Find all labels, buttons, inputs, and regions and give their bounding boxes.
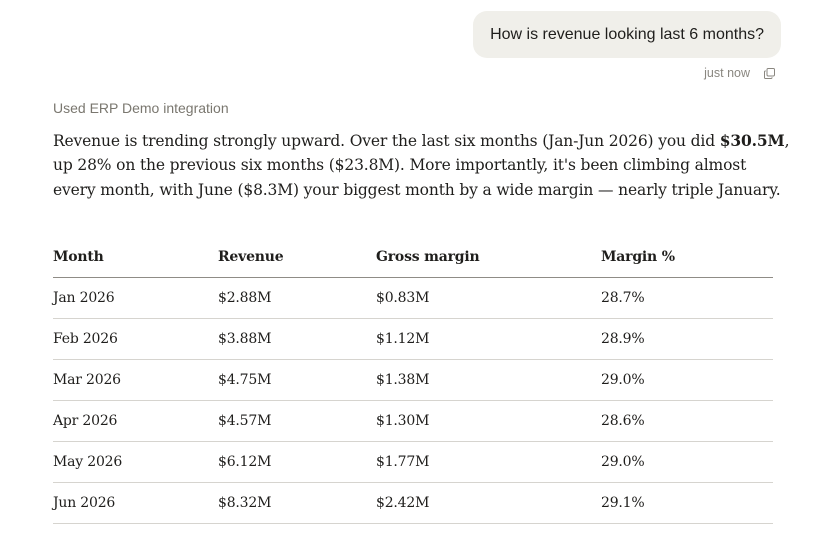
table-row: Jan 2026 $2.88M $0.83M 28.7%	[53, 277, 773, 319]
cell-revenue: $4.75M	[218, 359, 376, 401]
cell-month: Feb 2026	[53, 318, 218, 360]
cell-gross-margin: $1.77M	[376, 441, 601, 483]
answer-text-part2: , up 28% on the previous six months ($23…	[53, 132, 790, 199]
table-row: Feb 2026 $3.88M $1.12M 28.9%	[53, 318, 773, 360]
cell-gross-margin: $1.12M	[376, 318, 601, 360]
cell-month: May 2026	[53, 441, 218, 483]
cell-gross-margin: $2.42M	[376, 482, 601, 524]
answer-bold-total: $30.5M	[719, 131, 785, 150]
cell-margin-percent: 28.6%	[601, 400, 773, 442]
table-row: Mar 2026 $4.75M $1.38M 29.0%	[53, 359, 773, 401]
cell-revenue: $2.88M	[218, 277, 376, 319]
assistant-answer: Revenue is trending strongly upward. Ove…	[53, 129, 793, 202]
column-header-revenue: Revenue	[218, 236, 376, 278]
cell-revenue: $6.12M	[218, 441, 376, 483]
copy-icon[interactable]	[764, 67, 775, 79]
column-header-gross-margin: Gross margin	[376, 236, 601, 278]
cell-gross-margin: $1.38M	[376, 359, 601, 401]
answer-text-part1: Revenue is trending strongly upward. Ove…	[53, 132, 720, 150]
cell-margin-percent: 29.0%	[601, 441, 773, 483]
cell-margin-percent: 28.9%	[601, 318, 773, 360]
cell-margin-percent: 29.0%	[601, 359, 773, 401]
table-header-row: Month Revenue Gross margin Margin %	[53, 236, 773, 278]
user-message-text: How is revenue looking last 6 months?	[490, 25, 764, 43]
table-row: Jun 2026 $8.32M $2.42M 29.1%	[53, 482, 773, 524]
table-row: Apr 2026 $4.57M $1.30M 28.6%	[53, 400, 773, 442]
cell-month: Apr 2026	[53, 400, 218, 442]
integration-note: Used ERP Demo integration	[53, 100, 229, 116]
cell-month: Mar 2026	[53, 359, 218, 401]
cell-month: Jun 2026	[53, 482, 218, 524]
user-message-bubble: How is revenue looking last 6 months?	[473, 11, 781, 58]
column-header-margin-percent: Margin %	[601, 236, 773, 278]
cell-gross-margin: $1.30M	[376, 400, 601, 442]
column-header-month: Month	[53, 236, 218, 278]
cell-gross-margin: $0.83M	[376, 277, 601, 319]
cell-margin-percent: 29.1%	[601, 482, 773, 524]
table-row: May 2026 $6.12M $1.77M 29.0%	[53, 441, 773, 483]
revenue-table: Month Revenue Gross margin Margin % Jan …	[53, 236, 773, 524]
cell-revenue: $3.88M	[218, 318, 376, 360]
cell-revenue: $4.57M	[218, 400, 376, 442]
message-timestamp: just now	[704, 66, 750, 80]
cell-month: Jan 2026	[53, 277, 218, 319]
message-meta: just now	[704, 66, 775, 80]
cell-margin-percent: 28.7%	[601, 277, 773, 319]
cell-revenue: $8.32M	[218, 482, 376, 524]
